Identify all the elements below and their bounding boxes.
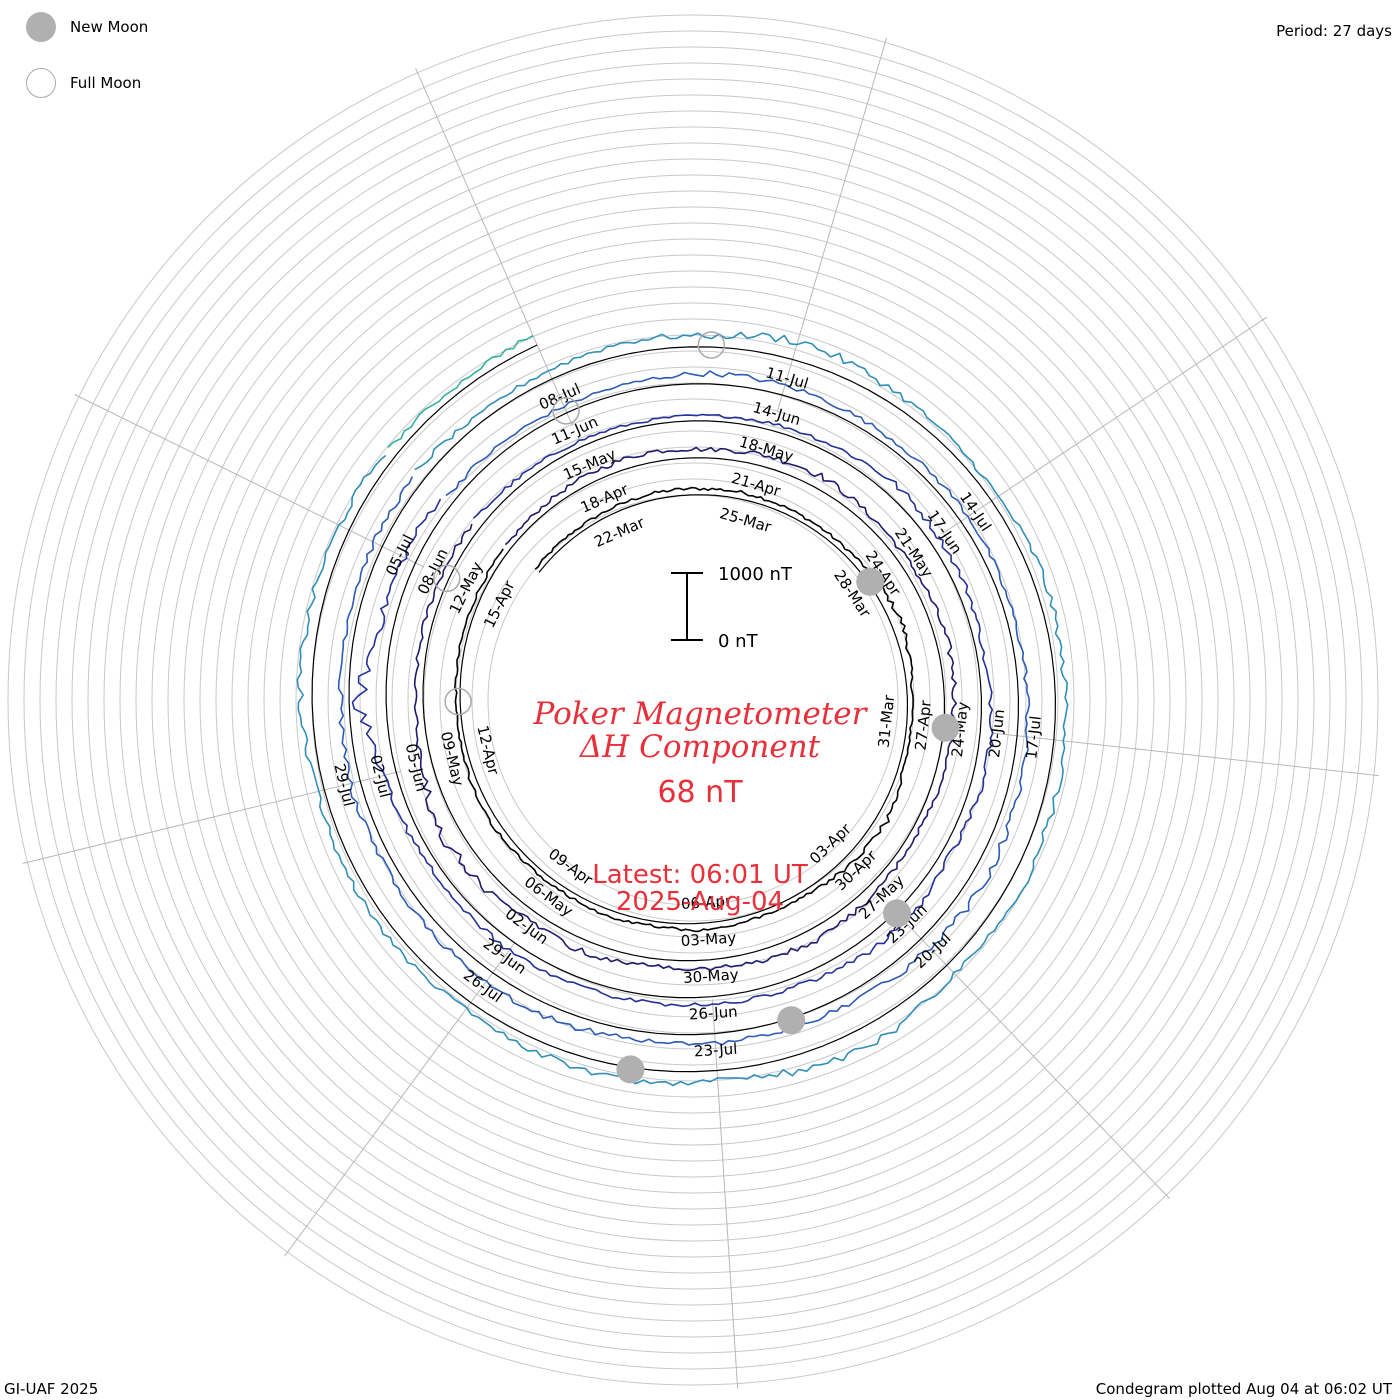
date-label: 18-May <box>737 433 795 466</box>
new-moon-marker <box>856 567 885 596</box>
latest-date: 2025-Aug-04 <box>615 887 785 917</box>
grid-ring <box>215 222 1171 1178</box>
grid-ring <box>183 190 1203 1210</box>
grid-ring <box>263 270 1123 1130</box>
date-label: 26-Jun <box>688 1003 738 1024</box>
grid-ring <box>7 14 1379 1386</box>
grid-ring <box>23 30 1363 1370</box>
date-label: 03-May <box>680 929 737 951</box>
grid-rings <box>7 14 1379 1386</box>
grid-ring <box>375 382 1011 1018</box>
period-label: Period: 27 days <box>1276 22 1392 40</box>
date-label: 20-Jun <box>985 708 1008 758</box>
grid-ring <box>231 238 1155 1162</box>
grid-ring <box>471 478 915 922</box>
day-spokes <box>22 37 1379 1389</box>
new-moon-marker <box>777 1006 806 1035</box>
grid-ring <box>167 174 1219 1226</box>
chart-subtitle: ΔH Component <box>579 729 821 765</box>
grid-ring <box>343 350 1043 1050</box>
grid-ring <box>391 398 995 1002</box>
new-moon-marker <box>883 899 911 928</box>
legend-new-moon: New Moon <box>26 12 148 42</box>
day-spoke <box>991 732 1379 777</box>
baseline-spiral <box>311 344 1057 1073</box>
date-label: 25-Mar <box>718 504 775 536</box>
new-moon-icon <box>26 12 56 42</box>
grid-ring <box>87 94 1299 1306</box>
grid-ring <box>295 302 1091 1098</box>
series-line <box>351 413 994 1008</box>
day-spoke <box>899 916 1171 1200</box>
chart-title: Poker Magnetometer <box>533 696 867 732</box>
scale-top-label: 1000 nT <box>718 564 793 585</box>
full-moon-marker <box>697 331 726 359</box>
day-spoke <box>74 393 425 568</box>
date-label: 20-Jul <box>911 929 955 972</box>
grid-ring <box>119 126 1267 1274</box>
legend-full-moon: Full Moon <box>26 68 141 98</box>
date-label: 17-Jul <box>1022 715 1045 760</box>
full-moon-marker <box>444 687 472 716</box>
day-spoke <box>776 37 888 413</box>
date-label: 29-Jun <box>480 935 530 978</box>
date-label: 27-Apr <box>912 699 935 752</box>
day-spoke <box>711 999 739 1389</box>
day-spoke <box>942 316 1268 534</box>
new-moon-marker <box>931 713 960 742</box>
series-line <box>387 335 534 448</box>
grid-ring <box>439 446 947 954</box>
date-label: 24-May <box>948 701 972 758</box>
series-line <box>454 486 914 933</box>
scale-bottom-label: 0 nT <box>718 631 759 652</box>
full-moon-marker <box>552 397 580 425</box>
grid-ring <box>151 158 1235 1242</box>
scale-bar: 1000 nT 0 nT <box>671 564 793 652</box>
date-label: 18-Apr <box>578 480 632 517</box>
date-label: 21-Apr <box>729 469 783 501</box>
grid-ring <box>103 110 1283 1290</box>
grid-ring <box>71 78 1315 1322</box>
date-label: 14-Jul <box>956 489 995 535</box>
baseline-path <box>311 344 1057 1073</box>
date-label: 06-Apr <box>680 892 732 913</box>
grid-ring <box>39 46 1347 1354</box>
date-label: 22-Mar <box>592 513 648 551</box>
date-label: 23-Jul <box>693 1040 738 1061</box>
date-label: 11-Jul <box>764 363 811 392</box>
date-label: 31-Mar <box>875 693 899 748</box>
day-spoke <box>415 68 573 426</box>
grid-ring <box>199 206 1187 1194</box>
plotted-timestamp: Condegram plotted Aug 04 at 06:02 UT <box>1095 1380 1392 1398</box>
series-line <box>413 446 957 972</box>
day-spoke <box>284 941 516 1257</box>
new-moon-marker <box>616 1055 645 1084</box>
legend-full-moon-label: Full Moon <box>70 74 142 92</box>
moon-markers <box>433 331 960 1084</box>
latest-time: Latest: 06:01 UT <box>592 860 808 890</box>
grid-ring <box>279 286 1107 1114</box>
credit-label: GI-UAF 2025 <box>4 1380 99 1398</box>
grid-ring <box>247 254 1139 1146</box>
grid-ring <box>55 62 1331 1338</box>
series-line <box>296 331 1069 1087</box>
data-series <box>296 331 1069 1087</box>
day-spoke <box>22 770 402 864</box>
full-moon-icon <box>26 68 56 98</box>
grid-ring <box>135 142 1251 1258</box>
date-label: 30-May <box>683 965 740 987</box>
full-moon-marker <box>433 564 461 593</box>
legend-new-moon-label: New Moon <box>70 18 149 36</box>
date-label: 21-May <box>891 525 937 581</box>
grid-ring <box>359 366 1027 1034</box>
series-line <box>337 370 1031 1046</box>
current-value: 68 nT <box>657 775 743 810</box>
